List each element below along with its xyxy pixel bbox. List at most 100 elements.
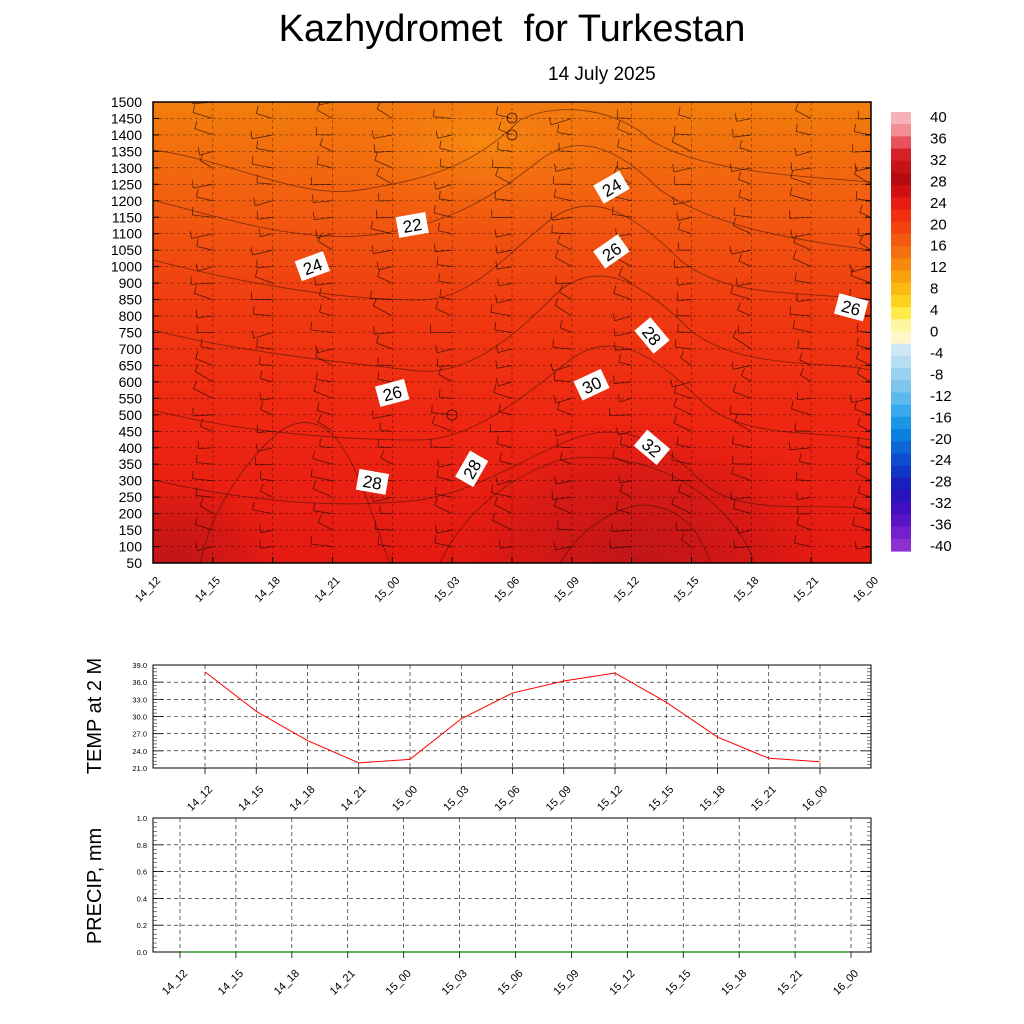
wind-barb-flag [191,180,194,189]
wind-barb [790,313,812,317]
wind-barb [319,145,333,152]
wind-barb-flag [800,367,805,376]
wind-barb-flag [312,450,315,459]
x-tick-label: 15_18 [719,968,749,998]
contour-label-text: 26 [839,297,862,320]
wind-barb [432,423,453,432]
wind-barb-flag [738,189,742,197]
colorbar-swatch [891,355,911,369]
contour-line [153,431,871,511]
y-tick-label: 400 [119,440,143,456]
wind-barb [312,488,333,498]
y-tick-label: 1000 [111,259,142,275]
wind-barb-flag [259,540,261,549]
wind-barb-flag [494,497,498,506]
y-tick-label: 900 [119,275,143,291]
wind-barb-flag [436,468,439,477]
colorbar-swatch [891,148,911,162]
x-tick-label: 14_12 [160,968,190,998]
colorbar-label: 28 [930,173,947,190]
wind-barb-flag [852,498,856,507]
wind-barb-flag [376,167,381,176]
contour-label: 30 [573,368,610,401]
contour-label-box [833,293,869,322]
colorbar-swatch [891,538,911,552]
wind-barb [260,490,273,498]
wind-barb-flag [310,321,312,330]
wind-barb-flag [559,319,563,328]
wind-barb-flag [790,170,794,178]
wind-barb [675,346,692,350]
colorbar-swatch [891,185,911,198]
wind-barb [796,523,812,531]
wind-barb [434,504,453,514]
wind-barb-flag [437,459,440,468]
y-tick-label: 1150 [112,209,142,225]
x-tick-label: 15_21 [775,968,805,998]
wind-barb [260,409,273,416]
wind-barb-flag [737,302,741,311]
y-tick-label: 300 [119,473,143,489]
heatmap-cool-top [280,102,680,230]
colorbar-label: -16 [930,409,952,426]
wind-barb-flag [498,121,502,130]
wind-barb-flag [795,123,798,132]
colorbar-swatch [891,246,911,259]
wind-barb-flag [438,273,440,282]
colorbar-swatch [891,380,911,394]
wind-barb [433,212,453,218]
wind-barb [491,492,513,498]
wind-barb-flag [196,454,198,463]
wind-barb [193,388,214,399]
wind-barb-flag [434,497,438,506]
colorbar-swatch [891,429,911,442]
x-tick-label: 15_15 [663,968,693,998]
wind-barb-flag [733,500,736,509]
wind-barb-flag [252,305,255,315]
wind-barb [797,299,812,303]
wind-barb [194,128,213,136]
contour-label-box [573,368,610,401]
wind-barb-flag [197,147,201,156]
wind-barb [673,422,692,432]
wind-barb [855,472,871,482]
wind-barb-flag [376,335,379,344]
wind-barb-flag [792,320,795,329]
wind-barb [317,421,333,432]
wind-barb-flag [438,367,442,375]
wind-barb [438,374,453,383]
wind-barb [790,194,812,202]
wind-barb [498,381,513,387]
colorbar-label: 12 [930,259,947,276]
wind-barb-flag [312,481,316,489]
x-tick-label: 16_00 [831,968,861,998]
wind-barb [731,249,752,255]
contour-line [153,205,871,301]
y-tick-label: 1250 [111,176,142,192]
x-tick-label: 15_06 [496,968,526,998]
wind-barb [439,296,453,300]
wind-barb-flag [849,264,852,273]
wind-barb [373,134,393,139]
wind-barb-flag [611,206,614,215]
x-tick-label: 14_21 [313,575,343,605]
contour-label-box [355,468,390,495]
contour-label-text: 26 [381,382,404,405]
wind-barb-flag [854,123,856,132]
wind-barb [434,542,453,547]
wind-barb-flag [790,401,794,409]
wind-barb-flag [497,141,499,150]
y-tick-label: 750 [119,325,143,341]
wind-barb-flag [612,448,615,457]
colorbar-label: -32 [930,495,952,512]
colorbar-label: 20 [930,216,947,233]
precip-frame [152,817,872,953]
wind-barb-flag [370,220,374,229]
wind-barb [555,397,572,404]
wind-barb [197,546,213,552]
wind-barb [314,216,333,221]
wind-barb-flag [617,393,621,402]
wind-barb-flag [855,465,859,474]
wind-barb [438,230,453,235]
wind-barb [255,200,273,207]
